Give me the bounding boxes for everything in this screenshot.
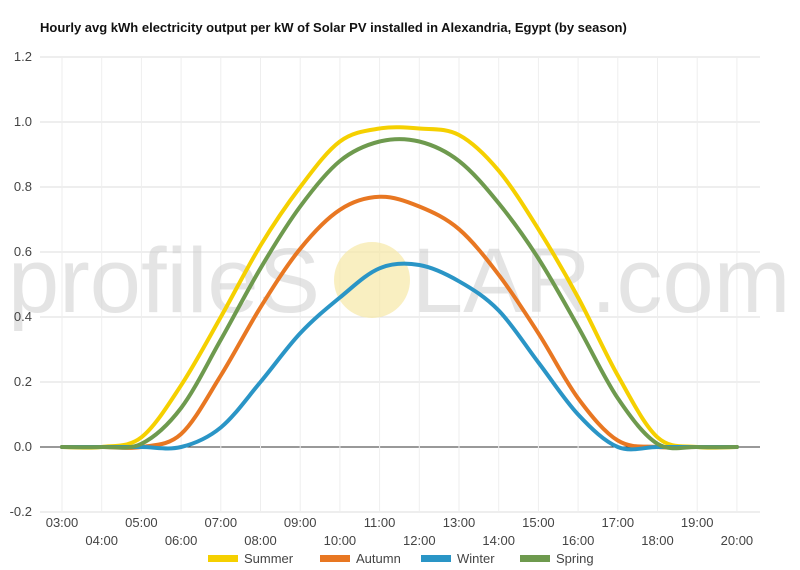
y-tick-label: 0.8 — [14, 179, 32, 194]
series-line-autumn — [60, 194, 739, 450]
watermark-sun-icon — [334, 242, 410, 318]
x-tick-label: 20:00 — [721, 533, 754, 548]
watermark-text-left: profileS — [8, 230, 320, 332]
x-tick-label: 06:00 — [165, 533, 198, 548]
y-tick-label: 0.4 — [14, 309, 32, 324]
x-tick-label: 04:00 — [85, 533, 118, 548]
x-tick-label: 18:00 — [641, 533, 674, 548]
x-tick-label: 14:00 — [482, 533, 515, 548]
x-tick-label: 15:00 — [522, 515, 555, 530]
x-tick-label: 07:00 — [205, 515, 238, 530]
x-tick-label: 13:00 — [443, 515, 476, 530]
legend-swatch-autumn — [320, 555, 350, 562]
legend-label-summer: Summer — [244, 551, 294, 566]
legend-label-winter: Winter — [457, 551, 495, 566]
legend-swatch-summer — [208, 555, 238, 562]
x-tick-label: 16:00 — [562, 533, 595, 548]
x-tick-label: 05:00 — [125, 515, 158, 530]
legend-swatch-winter — [421, 555, 451, 562]
legend-swatch-spring — [520, 555, 550, 562]
legend-label-spring: Spring — [556, 551, 594, 566]
x-tick-label: 10:00 — [324, 533, 357, 548]
series-line-spring — [60, 137, 739, 451]
y-tick-label: 1.2 — [14, 49, 32, 64]
x-tick-label: 09:00 — [284, 515, 317, 530]
y-tick-label: 0.6 — [14, 244, 32, 259]
x-tick-label: 17:00 — [602, 515, 635, 530]
watermark-text-right: LAR.com — [412, 230, 790, 332]
axes: -0.2 0.0 0.2 0.4 0.6 0.8 1.0 1.2 03:00 05:00 07:00… — [10, 49, 754, 548]
y-tick-label: 0.0 — [14, 439, 32, 454]
x-tick-label: 11:00 — [364, 515, 396, 530]
x-tick-label: 19:00 — [681, 515, 714, 530]
legend: Summer Autumn Winter Spring — [208, 551, 594, 566]
series-line-winter — [60, 261, 739, 452]
x-tick-label: 03:00 — [46, 515, 79, 530]
x-tick-label: 12:00 — [403, 533, 436, 548]
x-tick-label: 08:00 — [244, 533, 277, 548]
y-tick-label: -0.2 — [10, 504, 32, 519]
series-lines — [60, 125, 739, 452]
series-line-summer — [60, 125, 739, 450]
y-tick-label: 1.0 — [14, 114, 32, 129]
chart-title: Hourly avg kWh electricity output per kW… — [40, 20, 627, 35]
y-tick-label: 0.2 — [14, 374, 32, 389]
legend-label-autumn: Autumn — [356, 551, 401, 566]
